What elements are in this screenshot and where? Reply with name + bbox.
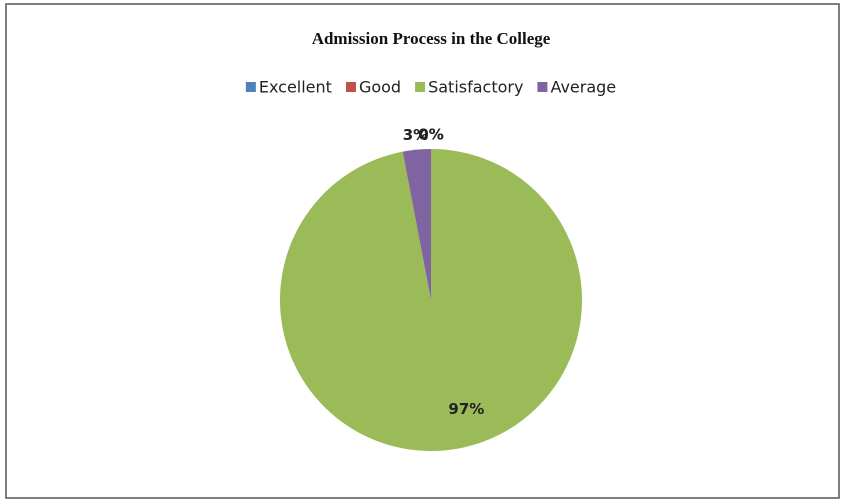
data-label: 97%	[448, 400, 484, 418]
legend-swatch	[415, 82, 426, 92]
pie-slice	[280, 149, 583, 451]
chart-title: Admission Process in the College	[312, 29, 551, 48]
legend-swatch	[245, 82, 256, 92]
legend-swatch	[537, 82, 548, 92]
data-label: 0%	[418, 126, 443, 144]
legend-label: Average	[550, 78, 616, 97]
pie-slice	[402, 149, 431, 300]
legend: Excellent Good Satisfactory Average	[245, 78, 616, 97]
legend-label: Satisfactory	[428, 78, 523, 97]
data-label: 3%	[403, 126, 428, 144]
data-label: 0%	[418, 126, 443, 144]
legend-label: Good	[359, 78, 401, 97]
legend-swatch	[345, 82, 356, 92]
legend-label: Excellent	[259, 78, 332, 97]
